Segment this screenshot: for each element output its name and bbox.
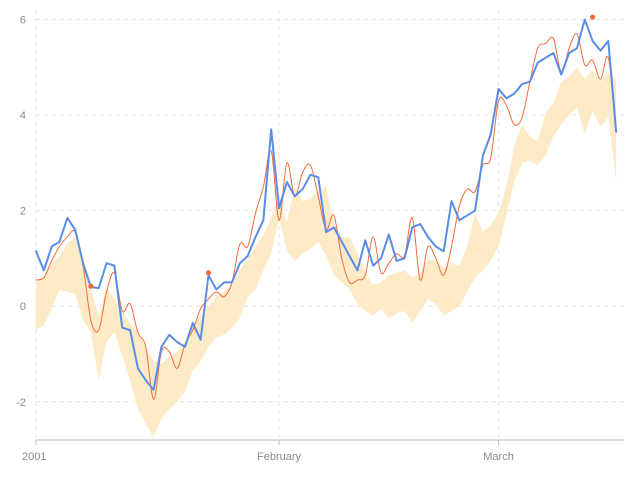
main-series-line (35, 18, 618, 391)
highlight-point (88, 283, 94, 289)
y-tick-label: 2 (20, 206, 26, 218)
tick-label-layer: 2001 February March -2 0 2 4 6 (16, 15, 514, 463)
y-tick-label: 4 (20, 110, 26, 122)
x-tick-label: March (483, 451, 514, 463)
highlight-point (205, 270, 212, 276)
y-tick-label: -2 (16, 397, 26, 409)
series-line-layer (35, 18, 618, 400)
band-area (36, 67, 617, 438)
x-tick-label: 2001 (22, 451, 46, 463)
x-axis (35, 439, 624, 445)
x-tick-label: February (257, 451, 302, 463)
highlight-point-layer (88, 14, 596, 289)
grid (35, 10, 624, 440)
highlight-point (590, 14, 596, 20)
y-tick-label: 0 (20, 301, 26, 313)
band-area-layer (36, 67, 617, 438)
y-tick-label: 6 (20, 15, 26, 27)
